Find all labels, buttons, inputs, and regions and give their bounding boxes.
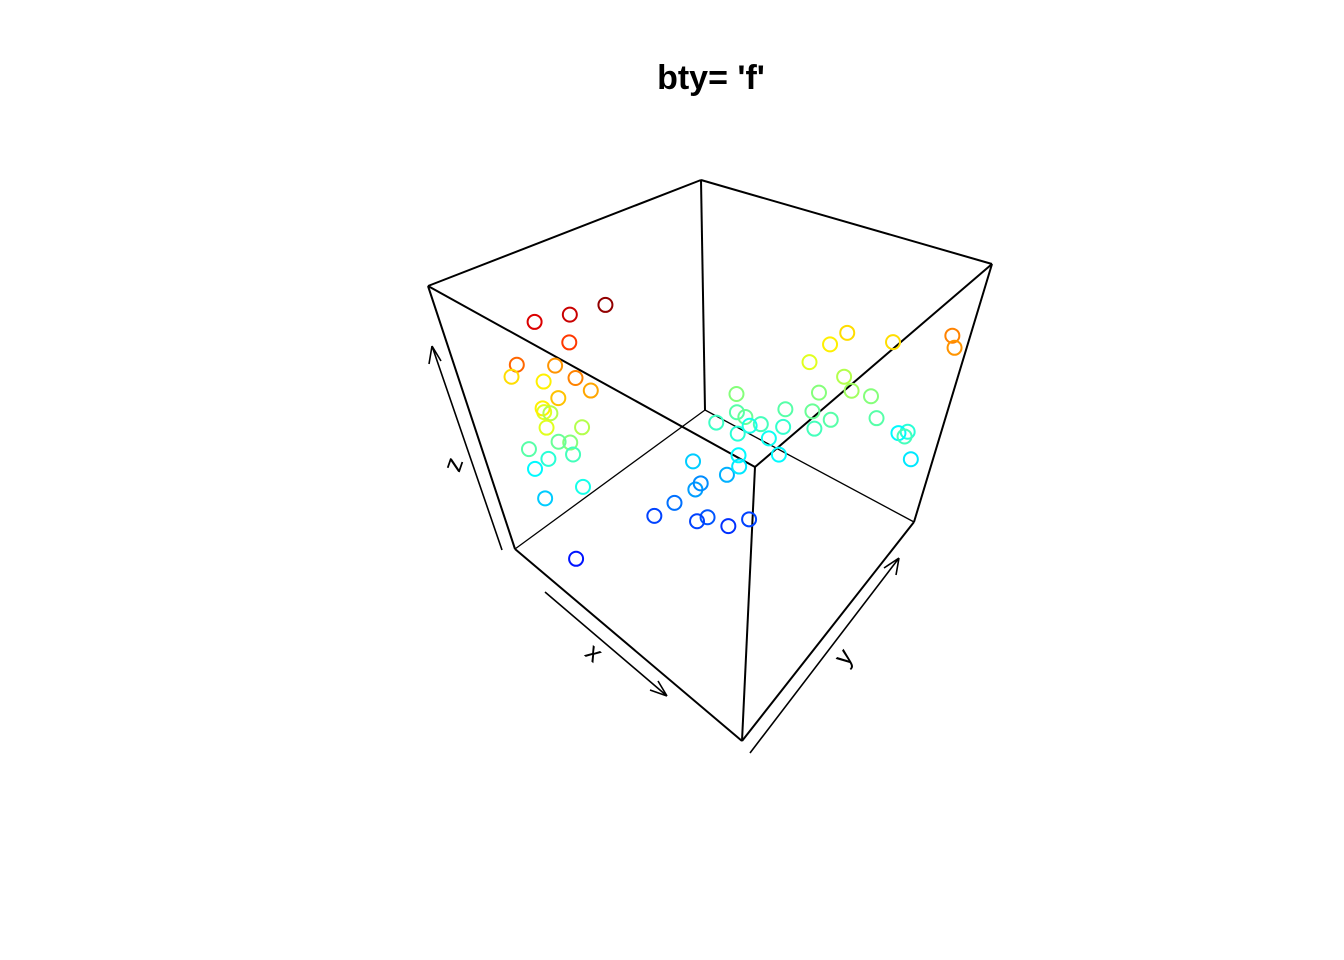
point bbox=[729, 425, 746, 442]
point bbox=[728, 404, 745, 421]
point bbox=[822, 411, 839, 428]
point bbox=[646, 507, 663, 524]
point bbox=[902, 451, 919, 468]
box-edge bbox=[741, 521, 915, 742]
point bbox=[526, 313, 543, 330]
point bbox=[542, 405, 559, 422]
point bbox=[535, 373, 552, 390]
point bbox=[839, 324, 856, 341]
point bbox=[561, 306, 578, 323]
axis-arrows bbox=[428, 345, 900, 754]
point bbox=[503, 368, 520, 385]
point bbox=[689, 513, 706, 530]
box-edge bbox=[514, 409, 706, 550]
point bbox=[730, 447, 747, 464]
point bbox=[692, 475, 709, 492]
points bbox=[503, 296, 963, 567]
y-axis-label: y bbox=[828, 642, 860, 671]
x-arrow bbox=[544, 591, 668, 697]
point bbox=[804, 403, 821, 420]
box-edge bbox=[427, 285, 756, 468]
point bbox=[770, 446, 787, 463]
point bbox=[527, 460, 544, 477]
point bbox=[520, 441, 537, 458]
point bbox=[885, 334, 902, 351]
point bbox=[868, 410, 885, 427]
point bbox=[597, 296, 614, 313]
point bbox=[685, 453, 702, 470]
point bbox=[728, 386, 745, 403]
box-edge bbox=[704, 409, 915, 523]
point bbox=[567, 370, 584, 386]
point bbox=[944, 327, 961, 344]
box bbox=[427, 179, 993, 742]
point bbox=[561, 334, 578, 351]
point bbox=[562, 434, 579, 451]
point bbox=[737, 408, 754, 425]
point bbox=[741, 417, 758, 434]
point bbox=[574, 419, 591, 436]
point bbox=[708, 414, 725, 431]
point bbox=[775, 418, 792, 435]
point bbox=[946, 339, 963, 356]
point bbox=[836, 368, 853, 385]
point bbox=[801, 354, 818, 371]
point bbox=[760, 430, 777, 447]
box-edge bbox=[741, 466, 756, 742]
point bbox=[720, 518, 737, 535]
point bbox=[534, 400, 551, 417]
point bbox=[568, 550, 585, 567]
point bbox=[896, 428, 913, 445]
box-edge bbox=[427, 285, 516, 550]
y-arrow bbox=[749, 557, 900, 754]
point bbox=[582, 382, 599, 399]
box-edge bbox=[700, 179, 706, 411]
point bbox=[538, 419, 555, 436]
box-edge bbox=[913, 263, 993, 523]
point bbox=[540, 450, 557, 467]
point bbox=[806, 420, 823, 437]
chart-title: bty= 'f' bbox=[657, 59, 765, 97]
point bbox=[575, 478, 592, 495]
point bbox=[731, 458, 748, 475]
z-arrow bbox=[428, 345, 503, 551]
x-axis-label: x bbox=[580, 637, 609, 668]
point bbox=[810, 384, 827, 401]
point bbox=[777, 401, 794, 418]
point bbox=[699, 509, 716, 526]
point bbox=[565, 446, 582, 463]
point bbox=[863, 388, 880, 405]
box-edge bbox=[700, 179, 993, 265]
box-edge bbox=[754, 263, 993, 468]
box-edge bbox=[514, 548, 743, 742]
point bbox=[537, 490, 554, 507]
point bbox=[666, 494, 683, 511]
point bbox=[550, 433, 567, 450]
point bbox=[718, 466, 735, 483]
point bbox=[547, 357, 564, 374]
box-edge bbox=[427, 179, 702, 287]
point bbox=[752, 416, 769, 433]
point bbox=[550, 390, 567, 407]
point bbox=[822, 336, 839, 353]
point bbox=[843, 382, 860, 399]
point bbox=[741, 511, 758, 528]
z-axis-label: z bbox=[437, 453, 470, 475]
